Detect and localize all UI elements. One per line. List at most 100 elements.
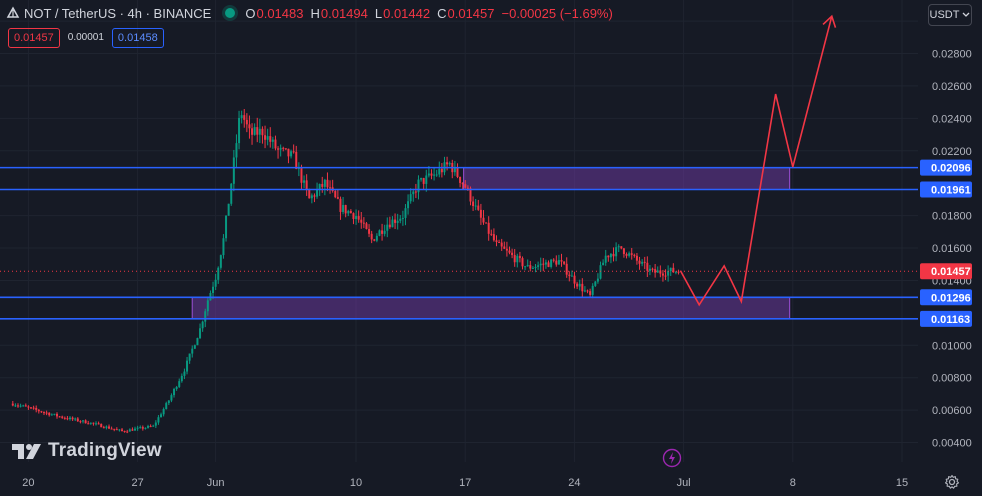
projection-line	[679, 16, 833, 307]
candle-body	[485, 222, 488, 224]
candle-body	[602, 262, 605, 266]
candle-body	[271, 139, 274, 142]
open-label: O	[245, 5, 256, 21]
candle-body	[165, 403, 168, 410]
candle-body	[438, 168, 441, 175]
candle-body	[594, 281, 597, 286]
lightning-icon[interactable]	[662, 448, 682, 468]
candle-body	[258, 128, 261, 135]
price-tick-label: 0.00600	[932, 405, 972, 417]
candle-body	[461, 182, 464, 185]
candle-body	[643, 261, 646, 263]
candle-body	[492, 234, 495, 241]
candle-body	[342, 205, 345, 212]
candle-body	[35, 407, 38, 410]
candle-body	[230, 183, 233, 204]
last-price-tag	[920, 263, 972, 280]
candle-body	[199, 328, 202, 339]
price-zone	[463, 167, 791, 191]
candle-body	[282, 147, 285, 149]
candle-body	[308, 189, 311, 199]
candle-body	[399, 218, 402, 221]
candle-body	[305, 180, 308, 190]
candle-body	[274, 139, 277, 149]
candle-body	[30, 407, 33, 409]
candle-body	[422, 178, 425, 184]
price-tick-label: 0.02200	[932, 146, 972, 158]
candle-body	[24, 405, 27, 407]
candle-body	[102, 427, 105, 429]
candle-body	[388, 224, 391, 228]
price-tick-label: 0.00800	[932, 373, 972, 385]
candle-body	[427, 173, 430, 176]
candle-body	[576, 283, 579, 287]
candle-body	[141, 427, 144, 429]
candle-body	[22, 405, 25, 407]
tradingview-logo-icon	[12, 444, 41, 459]
candle-body	[240, 115, 243, 118]
candle-body	[407, 201, 410, 209]
candle-body	[516, 255, 519, 263]
candle-body	[440, 168, 443, 173]
time-axis: 20 27 Jun 10 17 24 Jul 8 15	[22, 477, 908, 489]
tradingview-logo[interactable]: TradingView	[12, 440, 162, 462]
candle-body	[498, 241, 501, 243]
candle-body	[121, 429, 124, 432]
candle-body	[170, 395, 173, 401]
high-label: H	[310, 5, 320, 21]
candle-body	[219, 255, 222, 268]
candle-body	[534, 266, 537, 268]
candle-body	[261, 128, 264, 136]
candle-body	[53, 413, 56, 415]
candlestick-series	[11, 108, 680, 434]
candle-body	[524, 266, 527, 268]
price-zone	[191, 296, 791, 320]
high-value: 0.01494	[320, 5, 368, 21]
buy-button[interactable]: 0.01458	[111, 28, 164, 48]
candle-body	[245, 119, 248, 125]
candle-body	[583, 290, 586, 292]
candle-body	[144, 427, 147, 429]
currency-selector[interactable]: USDT	[928, 4, 972, 26]
candle-body	[323, 179, 326, 187]
candle-body	[573, 275, 576, 284]
candle-body	[316, 189, 319, 197]
candle-body	[352, 213, 355, 219]
candle-body	[232, 157, 235, 184]
candle-body	[401, 217, 404, 219]
candle-body	[511, 252, 514, 256]
gear-icon[interactable]	[944, 474, 960, 490]
candle-body	[635, 255, 638, 261]
candle-body	[19, 405, 22, 407]
candle-body	[131, 429, 134, 431]
candle-body	[89, 422, 92, 424]
candle-body	[469, 188, 472, 202]
candle-body	[56, 413, 59, 417]
chevron-down-icon	[963, 12, 970, 17]
currency-label: USDT	[929, 9, 960, 21]
low-label: L	[374, 5, 383, 21]
candle-body	[32, 407, 35, 409]
candle-body	[160, 414, 163, 418]
symbol-title[interactable]: NOT / TetherUS · 4h · BINANCE	[24, 5, 212, 21]
level-price-label: 0.01961	[931, 185, 971, 197]
candle-body	[204, 311, 207, 322]
candle-body	[173, 389, 176, 396]
candle-body	[154, 422, 157, 426]
candle-body	[641, 261, 644, 264]
open-value: 0.01483	[256, 5, 304, 21]
brand-name: TradingView	[48, 440, 162, 461]
candle-body	[100, 423, 103, 428]
candle-body	[360, 219, 363, 223]
candle-body	[654, 269, 657, 273]
candle-body	[105, 426, 108, 428]
price-tick-label: 0.02800	[932, 48, 972, 60]
candle-body	[526, 265, 529, 267]
projection-path	[679, 14, 837, 307]
price-tick-label: 0.02600	[932, 81, 972, 93]
candle-body	[108, 426, 111, 429]
candle-body	[563, 261, 566, 264]
time-tick-label: 24	[568, 477, 580, 489]
sell-button[interactable]: 0.01457	[8, 28, 60, 48]
